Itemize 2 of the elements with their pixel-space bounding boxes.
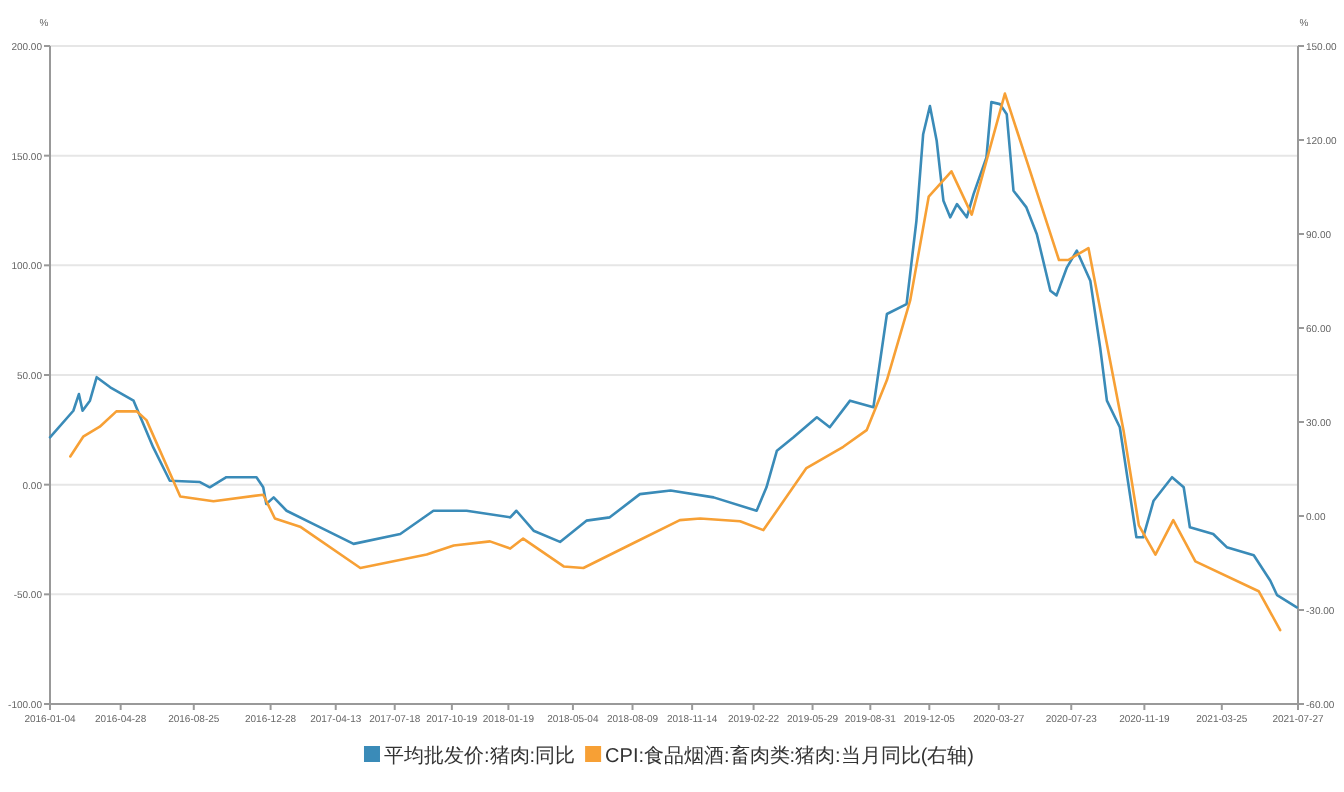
legend-label: CPI:食品烟酒:畜肉类:猪肉:当月同比(右轴) (605, 744, 975, 768)
legend-label: 平均批发价:猪肉:同比 (383, 744, 576, 768)
